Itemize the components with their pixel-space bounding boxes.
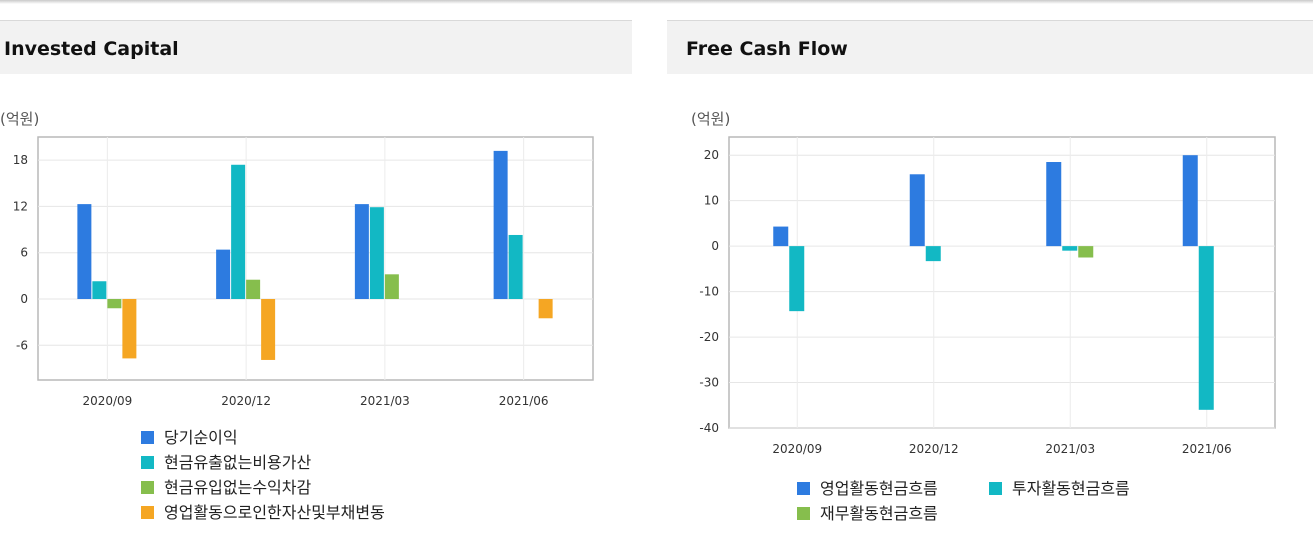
y-tick-label: -30 [699, 376, 719, 390]
bar [384, 274, 399, 299]
bar [1062, 246, 1078, 251]
y-tick-label: 6 [20, 246, 28, 260]
legend-label: 영업활동으로인한자산및부채변동 [164, 503, 385, 522]
top-shadow-bar [0, 0, 1313, 4]
legend-label: 투자활동현금흐름 [1012, 479, 1130, 498]
legend-swatch [797, 507, 810, 520]
bar [909, 174, 925, 247]
free-cash-flow-panel: Free Cash Flow [667, 20, 1313, 550]
invested-capital-panel: Invested Capital [0, 20, 632, 550]
legend-swatch [141, 456, 154, 469]
y-tick-label: 0 [20, 292, 28, 306]
free-cash-flow-title: Free Cash Flow [686, 38, 848, 60]
x-tick-label: 2021/06 [499, 394, 549, 408]
y-tick-label: 10 [704, 194, 719, 208]
bar [1182, 155, 1198, 247]
bar [231, 164, 246, 299]
legend-label: 재무활동현금흐름 [820, 504, 938, 523]
bar [925, 246, 941, 262]
bar [493, 150, 508, 299]
invested-capital-title: Invested Capital [4, 38, 179, 60]
bar [773, 226, 789, 247]
bar [354, 204, 369, 299]
bar [77, 204, 92, 299]
x-tick-label: 2020/09 [772, 442, 822, 456]
invested-capital-chart: (억원) 18 12 6 0 -6 2020/09 2020/12 2021/03 2021/06… [0, 110, 594, 522]
x-tick-label: 2021/03 [360, 394, 410, 408]
y-tick-label: -10 [699, 285, 719, 299]
bar [107, 299, 122, 309]
bar [246, 279, 261, 299]
x-tick-label: 2020/12 [909, 442, 959, 456]
legend-swatch [141, 506, 154, 519]
y-tick-label: 18 [13, 153, 28, 167]
legend-swatch [141, 431, 154, 444]
unit-label: (억원) [0, 110, 39, 128]
legend-swatch [141, 481, 154, 494]
unit-label: (억원) [691, 110, 730, 128]
y-tick-label: -20 [699, 330, 719, 344]
x-tick-label: 2021/06 [1182, 442, 1232, 456]
bar [1198, 246, 1214, 410]
free-cash-flow-header: Free Cash Flow [667, 20, 1313, 74]
legend-label: 현금유출없는비용가산 [164, 453, 311, 472]
bar [508, 234, 523, 299]
bar [789, 246, 805, 312]
y-tick-label: 12 [13, 199, 28, 213]
y-tick-label: 0 [711, 239, 719, 253]
bar [216, 249, 231, 299]
bar [1078, 246, 1094, 258]
bar [538, 299, 553, 319]
legend-swatch [989, 482, 1002, 495]
legend-label: 영업활동현금흐름 [820, 479, 938, 498]
y-tick-label: -40 [699, 421, 719, 435]
legend-label: 당기순이익 [164, 428, 238, 447]
x-tick-label: 2021/03 [1045, 442, 1095, 456]
y-tick-label: 20 [704, 148, 719, 162]
bar [92, 281, 107, 299]
invested-capital-header: Invested Capital [0, 20, 632, 74]
bar [261, 299, 276, 360]
legend-label: 현금유입없는수익차감 [164, 478, 311, 497]
bar [1046, 162, 1062, 247]
y-tick-label: -6 [16, 338, 28, 352]
bar [122, 299, 137, 359]
x-tick-label: 2020/12 [221, 394, 271, 408]
x-tick-label: 2020/09 [82, 394, 132, 408]
bar [369, 207, 384, 299]
legend-swatch [797, 482, 810, 495]
